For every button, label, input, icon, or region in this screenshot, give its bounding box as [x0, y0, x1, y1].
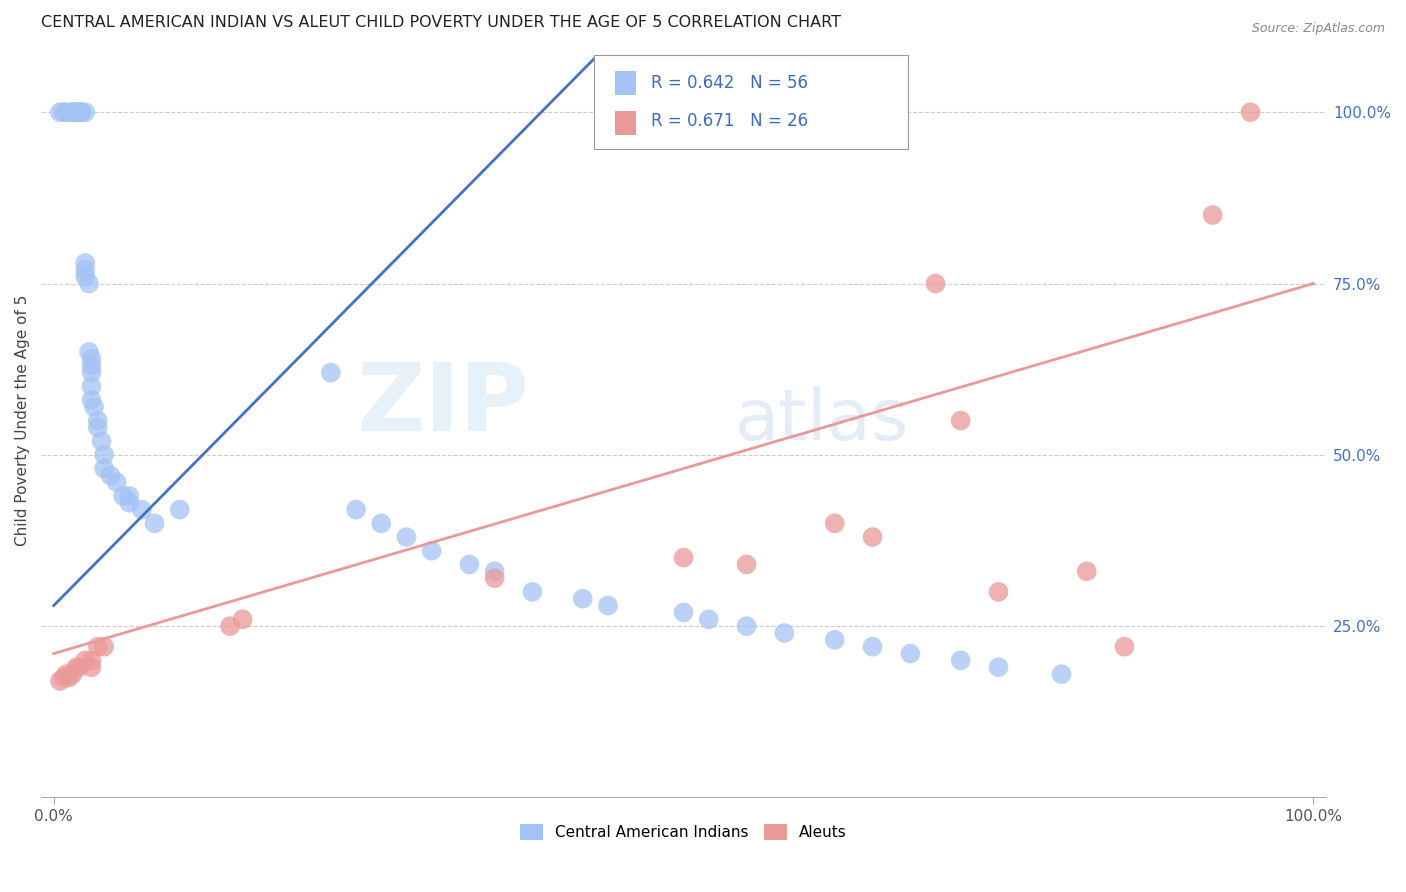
Point: [344, 502, 367, 516]
Point: [55, 667, 77, 681]
Point: [395, 530, 418, 544]
Point: [87, 420, 110, 434]
Point: [62, 667, 84, 681]
Text: atlas: atlas: [735, 386, 910, 455]
FancyBboxPatch shape: [616, 111, 636, 135]
Point: [80, 392, 103, 407]
Point: [484, 571, 506, 585]
Point: [52, 105, 75, 120]
Point: [118, 496, 141, 510]
Point: [319, 366, 342, 380]
Point: [484, 564, 506, 578]
Point: [67, 660, 90, 674]
Point: [697, 612, 720, 626]
Point: [75, 653, 97, 667]
Point: [93, 461, 115, 475]
Point: [80, 359, 103, 373]
Point: [143, 516, 166, 531]
Point: [987, 585, 1010, 599]
FancyBboxPatch shape: [593, 55, 908, 149]
Point: [522, 585, 544, 599]
Point: [67, 105, 90, 120]
Text: ZIP: ZIP: [357, 359, 530, 451]
Point: [70, 105, 93, 120]
Point: [105, 475, 128, 490]
Point: [80, 660, 103, 674]
Text: Source: ZipAtlas.com: Source: ZipAtlas.com: [1251, 22, 1385, 36]
Legend: Central American Indians, Aleuts: Central American Indians, Aleuts: [515, 818, 853, 847]
Point: [90, 434, 112, 449]
Point: [232, 612, 254, 626]
Point: [75, 262, 97, 277]
Point: [862, 640, 884, 654]
Point: [1050, 667, 1073, 681]
Point: [87, 640, 110, 654]
Point: [75, 256, 97, 270]
Point: [83, 400, 105, 414]
Point: [65, 660, 87, 674]
Text: R = 0.642   N = 56: R = 0.642 N = 56: [651, 74, 808, 92]
Point: [1239, 105, 1261, 120]
Point: [87, 413, 110, 427]
Point: [862, 530, 884, 544]
Point: [77, 345, 100, 359]
Point: [131, 502, 153, 516]
Text: CENTRAL AMERICAN INDIAN VS ALEUT CHILD POVERTY UNDER THE AGE OF 5 CORRELATION CH: CENTRAL AMERICAN INDIAN VS ALEUT CHILD P…: [41, 15, 841, 30]
Y-axis label: Child Poverty Under the Age of 5: Child Poverty Under the Age of 5: [15, 295, 30, 546]
Point: [93, 640, 115, 654]
Point: [77, 277, 100, 291]
Point: [672, 550, 695, 565]
Point: [93, 448, 115, 462]
Text: R = 0.671   N = 26: R = 0.671 N = 26: [651, 112, 808, 130]
Point: [58, 671, 80, 685]
Point: [49, 673, 72, 688]
Point: [67, 105, 90, 120]
Point: [672, 606, 695, 620]
Point: [80, 379, 103, 393]
Point: [458, 558, 481, 572]
Point: [111, 489, 134, 503]
Point: [219, 619, 242, 633]
Point: [824, 632, 846, 647]
Point: [80, 653, 103, 667]
Point: [67, 105, 90, 120]
Point: [773, 626, 796, 640]
Point: [898, 647, 921, 661]
Point: [949, 653, 972, 667]
Point: [1114, 640, 1136, 654]
Point: [1202, 208, 1225, 222]
Point: [70, 105, 93, 120]
Point: [924, 277, 946, 291]
Point: [735, 619, 758, 633]
FancyBboxPatch shape: [616, 71, 636, 95]
Point: [735, 558, 758, 572]
Point: [75, 269, 97, 284]
Point: [62, 105, 84, 120]
Point: [52, 671, 75, 685]
Point: [420, 543, 443, 558]
Point: [1076, 564, 1098, 578]
Point: [80, 351, 103, 366]
Point: [80, 366, 103, 380]
Point: [169, 502, 191, 516]
Point: [118, 489, 141, 503]
Point: [596, 599, 619, 613]
Point: [62, 105, 84, 120]
Point: [65, 105, 87, 120]
Point: [987, 660, 1010, 674]
Point: [949, 413, 972, 427]
Point: [824, 516, 846, 531]
Point: [100, 468, 122, 483]
Point: [370, 516, 392, 531]
Point: [572, 591, 595, 606]
Point: [55, 105, 77, 120]
Point: [75, 105, 97, 120]
Point: [49, 105, 72, 120]
